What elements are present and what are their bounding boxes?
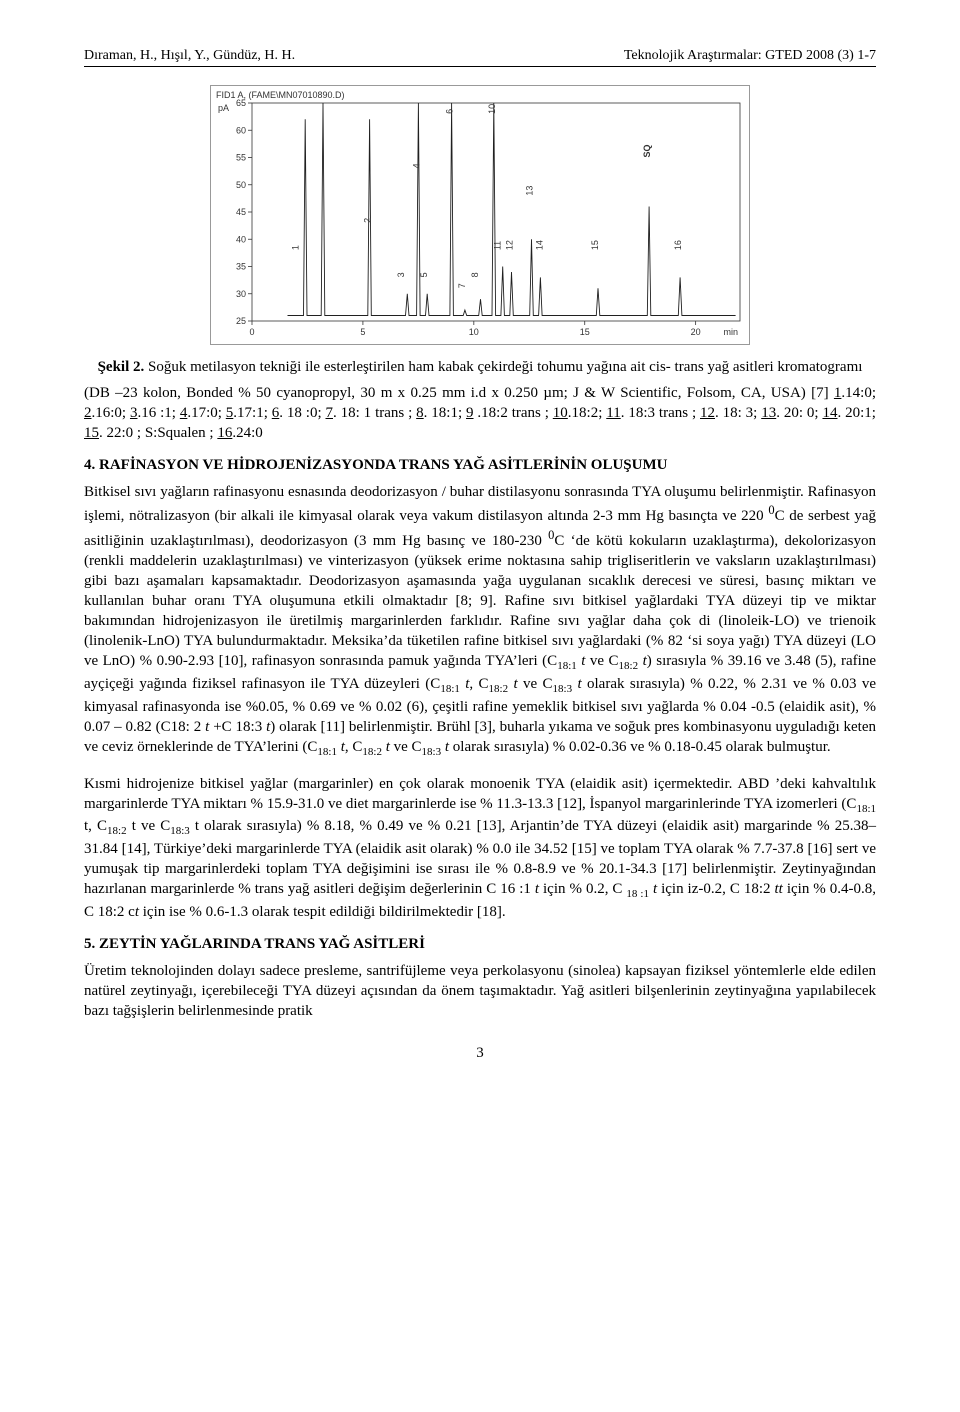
section-4-para-2: Kısmi hidrojenize bitkisel yağlar (marga… bbox=[84, 774, 876, 923]
svg-text:15: 15 bbox=[590, 240, 600, 250]
svg-text:5: 5 bbox=[419, 272, 429, 277]
svg-text:20: 20 bbox=[691, 327, 701, 337]
svg-text:45: 45 bbox=[236, 207, 246, 217]
svg-text:65: 65 bbox=[236, 98, 246, 108]
svg-text:50: 50 bbox=[236, 180, 246, 190]
svg-text:15: 15 bbox=[580, 327, 590, 337]
svg-text:14: 14 bbox=[535, 240, 545, 250]
svg-text:10: 10 bbox=[487, 104, 497, 114]
caption-text: Soğuk metilasyon tekniği ile esterleştir… bbox=[144, 359, 862, 375]
svg-text:10: 10 bbox=[469, 327, 479, 337]
svg-text:55: 55 bbox=[236, 153, 246, 163]
svg-text:SQ: SQ bbox=[642, 144, 652, 157]
page-number: 3 bbox=[84, 1045, 876, 1062]
figure-caption: Şekil 2. Soğuk metilasyon tekniği ile es… bbox=[84, 359, 876, 376]
svg-text:13: 13 bbox=[525, 186, 535, 196]
svg-text:min: min bbox=[723, 327, 738, 337]
svg-text:pA: pA bbox=[218, 103, 229, 113]
column-description: (DB –23 kolon, Bonded % 50 cyanopropyl, … bbox=[84, 384, 876, 443]
section-4-para-1: Bitkisel sıvı yağların rafinasyonu esnas… bbox=[84, 482, 876, 759]
svg-text:4: 4 bbox=[411, 163, 421, 168]
chromatogram-svg: FID1 A, (FAME\MN07010890.D)pA25303540455… bbox=[210, 85, 750, 345]
svg-text:11: 11 bbox=[492, 241, 502, 250]
section-5-title: 5. ZEYTİN YAĞLARINDA TRANS YAĞ ASİTLERİ bbox=[84, 936, 876, 953]
header-rule bbox=[84, 66, 876, 67]
header-journal: Teknolojik Araştırmalar: GTED 2008 (3) 1… bbox=[624, 48, 876, 64]
svg-text:3: 3 bbox=[396, 272, 406, 277]
svg-text:30: 30 bbox=[236, 289, 246, 299]
svg-text:1: 1 bbox=[291, 245, 301, 250]
svg-text:25: 25 bbox=[236, 316, 246, 326]
svg-text:12: 12 bbox=[505, 240, 515, 250]
caption-prefix: Şekil 2. bbox=[98, 359, 145, 375]
svg-text:40: 40 bbox=[236, 234, 246, 244]
svg-text:7: 7 bbox=[457, 283, 467, 288]
svg-text:5: 5 bbox=[360, 327, 365, 337]
svg-text:60: 60 bbox=[236, 125, 246, 135]
svg-text:35: 35 bbox=[236, 262, 246, 272]
svg-text:16: 16 bbox=[673, 240, 683, 250]
section-5-para-1: Üretim teknolojinden dolayı sadece presl… bbox=[84, 961, 876, 1021]
chromatogram-figure: FID1 A, (FAME\MN07010890.D)pA25303540455… bbox=[210, 85, 750, 345]
svg-text:0: 0 bbox=[249, 327, 254, 337]
header-authors: Dıraman, H., Hışıl, Y., Gündüz, H. H. bbox=[84, 48, 295, 64]
section-4-title: 4. RAFİNASYON VE HİDROJENİZASYONDA TRANS… bbox=[84, 457, 876, 474]
svg-text:6: 6 bbox=[445, 109, 455, 114]
svg-text:2: 2 bbox=[363, 218, 373, 223]
svg-text:8: 8 bbox=[470, 272, 480, 277]
